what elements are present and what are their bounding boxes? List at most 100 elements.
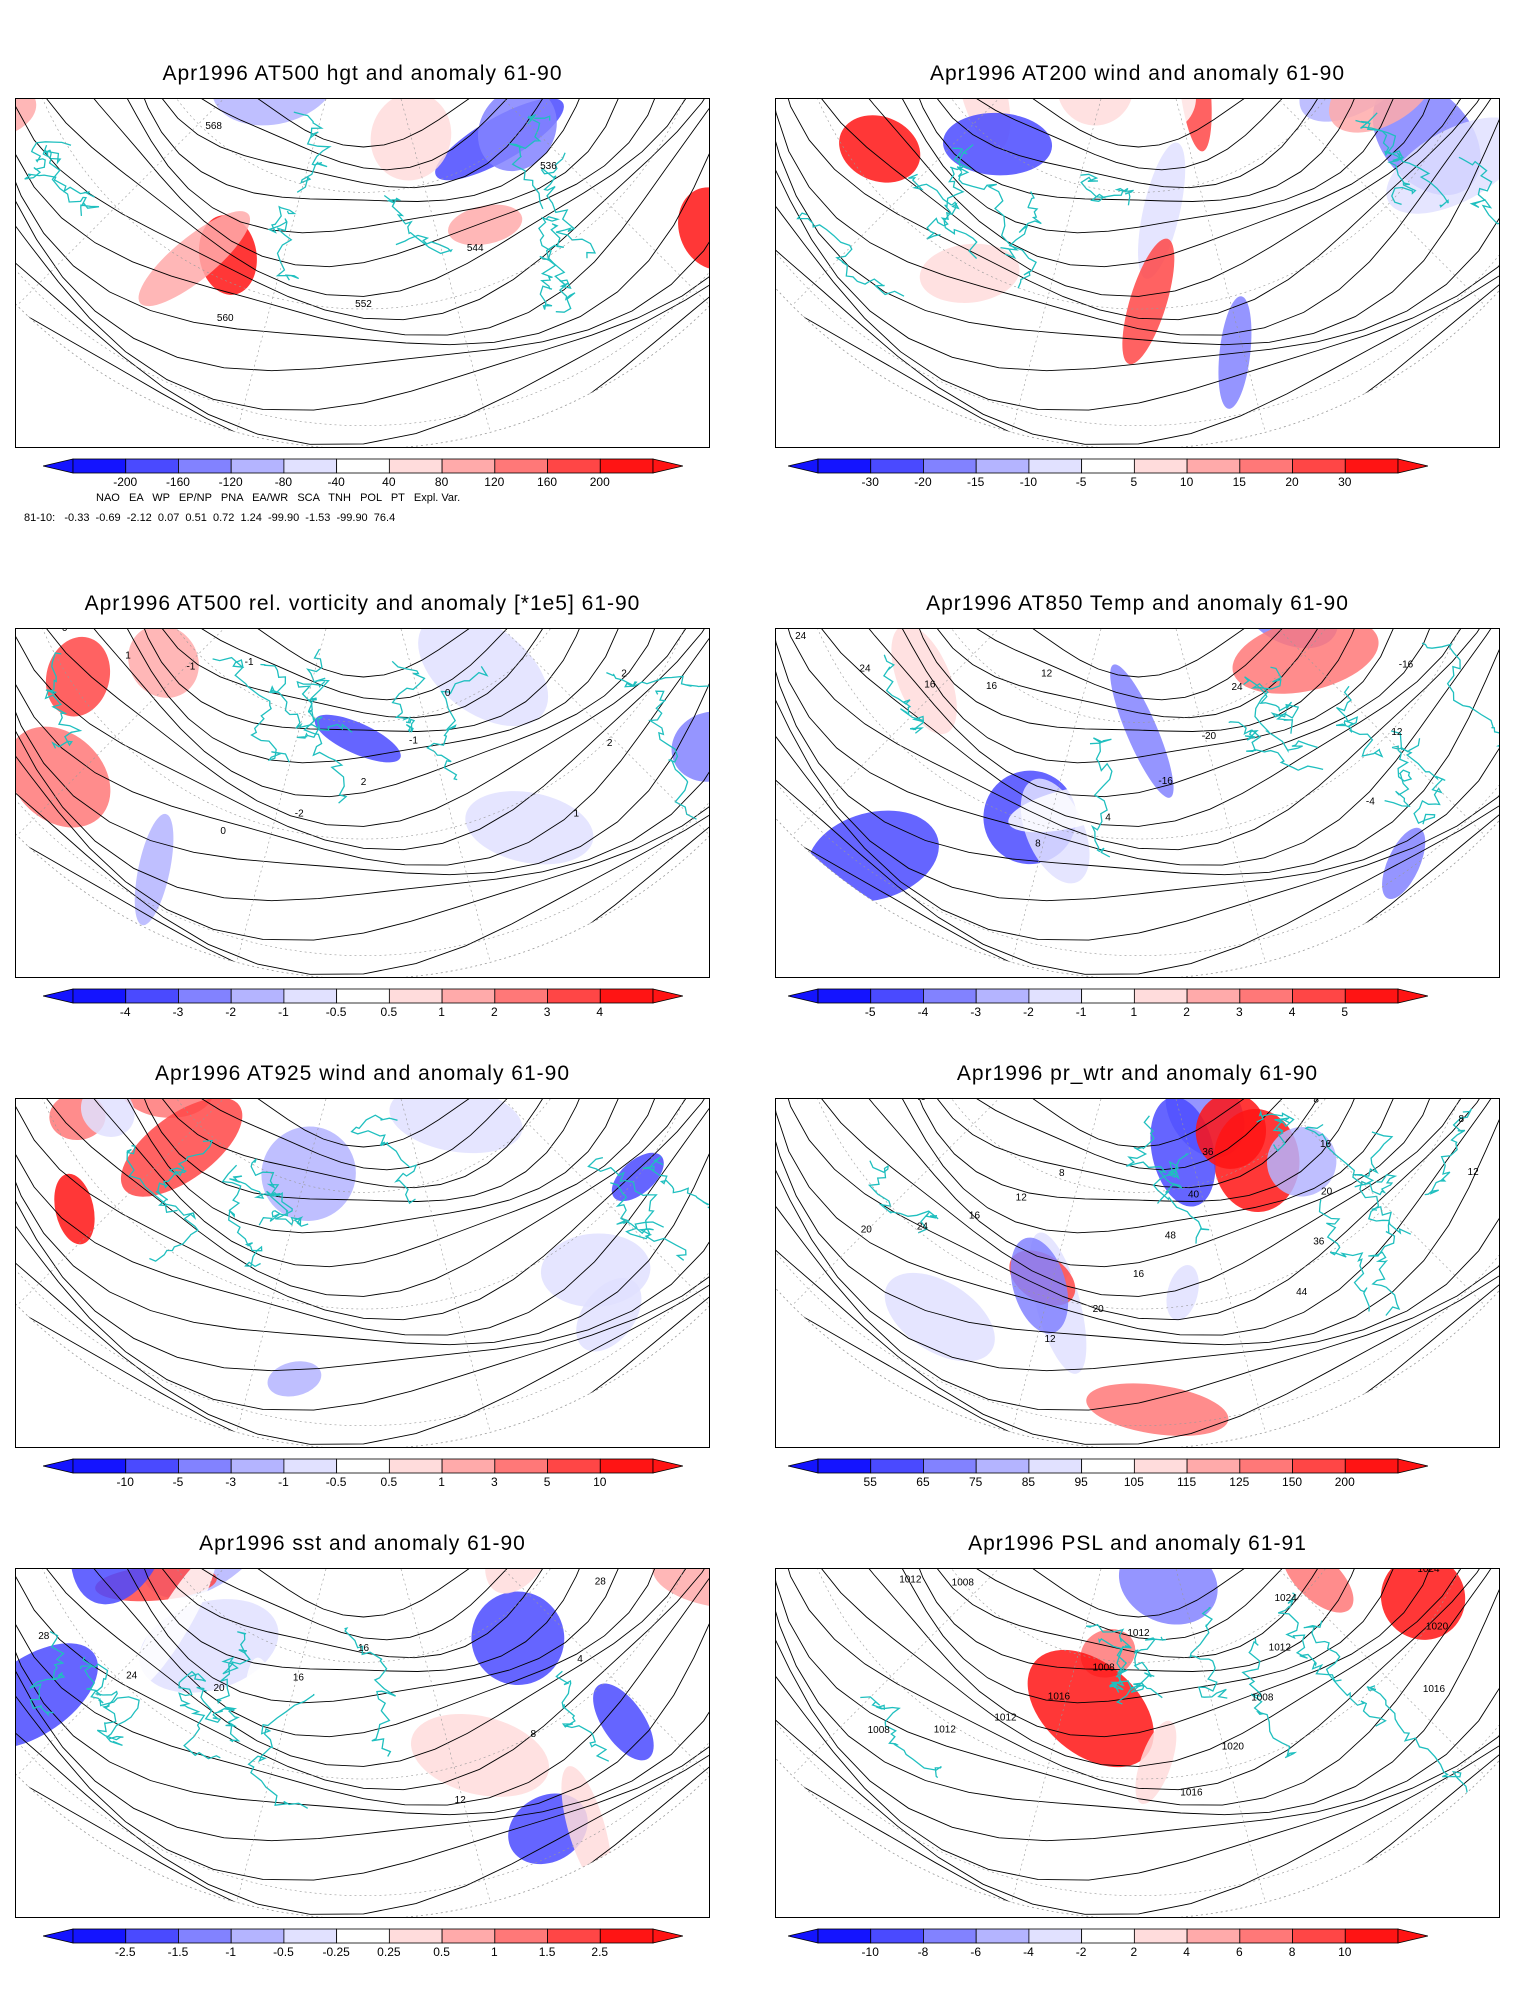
contour-label: 16 <box>924 680 936 691</box>
colorbar-tick-label: -5 <box>864 1005 876 1019</box>
coastline <box>1366 1685 1469 1805</box>
contour-line <box>133 99 613 189</box>
colorbar-tick-label: 85 <box>1021 1475 1036 1489</box>
meridian-line <box>236 1099 327 1433</box>
colorbar-swatch <box>1028 1928 1082 1944</box>
anomaly-shading <box>1118 1569 1218 1625</box>
contour-line <box>34 1569 669 1738</box>
anomaly-shading <box>671 711 709 782</box>
colorbar-swatch <box>493 1928 548 1944</box>
colorbar-swatch <box>869 458 924 474</box>
contour-label: 16 <box>1133 1269 1145 1280</box>
contour-line <box>776 629 1499 975</box>
coastline <box>1250 666 1318 753</box>
colorbar-swatch <box>177 1928 232 1944</box>
colorbar-prwtr: 55 65 75 85 95 105 115 125 150 200 <box>787 1458 1428 1492</box>
contour-label: 1 <box>574 808 580 819</box>
contour-line <box>16 99 707 297</box>
contour-line <box>908 629 1388 719</box>
meridian-line <box>236 1569 327 1903</box>
colorbar-tick-label: -10 <box>116 1475 134 1489</box>
hemisphere-outline <box>16 303 709 447</box>
colorbar-tick-label: -4 <box>1023 1945 1034 1959</box>
coastline <box>642 1156 709 1217</box>
contour-line <box>776 1569 1499 1915</box>
contour-line <box>16 1099 709 1346</box>
colorbar-swatch <box>1291 1458 1346 1474</box>
map-sst: 282428481216162024282816 <box>15 1568 710 1918</box>
coastline <box>344 1627 396 1757</box>
contour-line <box>170 1569 557 1618</box>
contour-line <box>16 99 709 372</box>
coastline <box>538 215 576 313</box>
contour-line <box>63 629 645 764</box>
colorbar-swatch <box>1344 1458 1398 1474</box>
contour-line <box>875 1569 1406 1672</box>
contour-line <box>908 99 1388 189</box>
contour-label: -1 <box>409 736 418 747</box>
contour-label: 544 <box>467 243 484 254</box>
contour-line <box>16 99 709 411</box>
anomaly-shading <box>314 714 401 763</box>
coastline <box>42 144 100 216</box>
coastline <box>29 1631 66 1717</box>
colorbar-swatch <box>72 458 126 474</box>
contour-line <box>16 629 709 876</box>
coastline <box>1384 738 1421 808</box>
meridian-line <box>1278 99 1486 306</box>
colorbar-swatches <box>42 1928 683 1944</box>
coastline <box>1390 730 1446 825</box>
colorbar-swatch <box>230 458 284 474</box>
coastline <box>426 666 489 781</box>
latitude-circle <box>951 1099 1326 1193</box>
contour-label: 20 <box>1093 1304 1105 1315</box>
colorbar-swatch <box>1028 1458 1082 1474</box>
anomaly-shading <box>70 1569 171 1605</box>
anomaly-shading <box>1000 1099 1082 1141</box>
contour-label: 36 <box>1202 1147 1214 1158</box>
anomaly-shading <box>611 1152 664 1202</box>
contour-line <box>776 99 1499 336</box>
colorbar-swatch <box>1080 988 1135 1004</box>
contour-line <box>16 629 709 975</box>
colorbar-swatch <box>388 1458 442 1474</box>
contour-line <box>776 629 1499 866</box>
colorbar-tick-label: -6 <box>970 1945 982 1959</box>
colorbar-swatch <box>817 1928 871 1944</box>
colorbar-tick-label: -4 <box>119 1005 131 1019</box>
anomaly-shading <box>471 1591 565 1685</box>
contour-label: -16 <box>1158 776 1173 787</box>
colorbar-tick-label: -2 <box>1023 1005 1034 1019</box>
anomaly-shading <box>913 1151 975 1245</box>
coastline <box>860 1696 942 1779</box>
contour-line <box>16 1569 709 1816</box>
colorbar-tick-label: 0.5 <box>433 1945 450 1959</box>
contour-label: 24 <box>795 631 807 642</box>
colorbar-swatch <box>230 1928 284 1944</box>
contour-line <box>789 629 1482 827</box>
anomaly-shading <box>1122 238 1175 365</box>
contour-line <box>945 99 1332 148</box>
colorbar-swatch <box>922 988 977 1004</box>
contour-line <box>16 1099 709 1372</box>
contour-label: 16 <box>969 1211 981 1222</box>
colorbar-tick-label: 3 <box>490 1475 498 1489</box>
colorbar-tick-label: -1 <box>278 1475 289 1489</box>
contour-label: 568 <box>205 121 222 132</box>
colorbar-swatch <box>1133 1458 1187 1474</box>
coastline <box>1115 1636 1167 1705</box>
contour-label: 36 <box>1313 1236 1325 1247</box>
coastline <box>126 1145 199 1262</box>
contour-label: 1012 <box>994 1713 1017 1724</box>
contour-line <box>16 99 709 346</box>
contour-label: 560 <box>217 313 234 324</box>
colorbar-tick-label: 75 <box>968 1475 983 1489</box>
coastline <box>1318 1199 1371 1312</box>
colorbar-swatch <box>1238 1928 1293 1944</box>
contour-label: 1 <box>125 650 131 661</box>
contour-label: 4 <box>577 1654 583 1665</box>
contour-line <box>133 1569 613 1659</box>
anomaly-shading <box>54 1173 95 1245</box>
contour-line <box>63 99 645 234</box>
contour-line <box>945 1569 1332 1618</box>
